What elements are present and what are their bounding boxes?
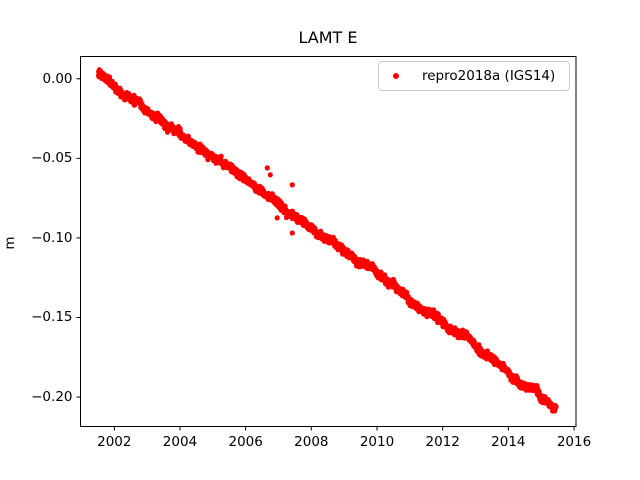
x-tick-label: 2012 [425, 433, 460, 450]
y-tick-label: −0.15 [31, 309, 73, 326]
y-tick-label: −0.05 [31, 150, 73, 167]
scatter-series [96, 67, 559, 414]
chart-title: LAMT E [298, 28, 358, 47]
y-tick-label: −0.10 [31, 229, 73, 246]
legend-label: repro2018a (IGS14) [422, 68, 556, 84]
x-tick-label: 2002 [97, 433, 132, 450]
x-tick-label: 2016 [556, 433, 592, 450]
x-tick-label: 2014 [491, 433, 526, 450]
x-tick-label: 2004 [162, 433, 198, 450]
x-tick-label: 2008 [294, 433, 329, 450]
y-tick-label: −0.20 [31, 389, 73, 406]
y-tick-label: 0.00 [42, 70, 73, 87]
legend-marker-dot-icon [393, 73, 399, 79]
x-tick-label: 2010 [359, 433, 395, 450]
x-tick-label: 2006 [228, 433, 263, 450]
legend: repro2018a (IGS14) [378, 61, 570, 91]
axes-frame [76, 56, 577, 431]
